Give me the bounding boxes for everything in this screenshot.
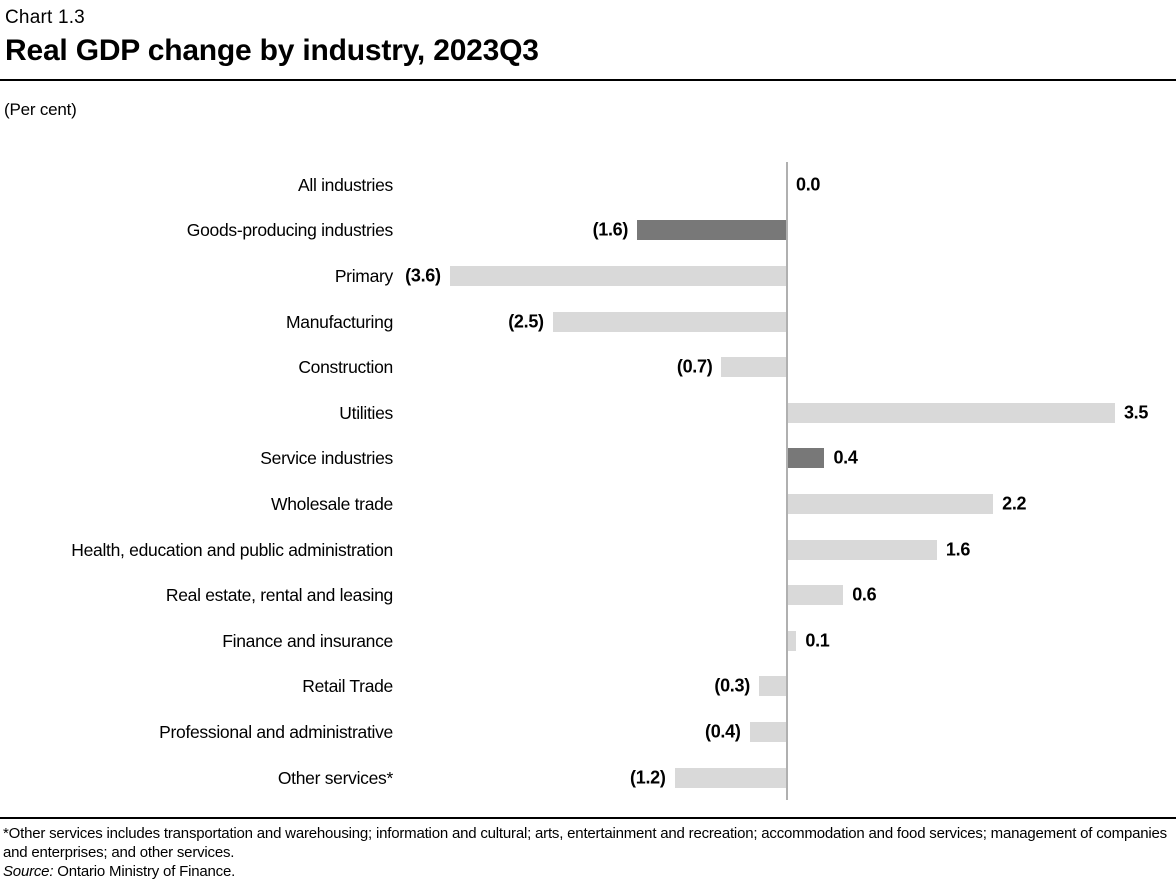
value-label: (0.3) — [714, 675, 750, 696]
bar — [449, 265, 787, 286]
category-label: Health, education and public administrat… — [71, 539, 393, 560]
category-label: Retail Trade — [302, 676, 393, 697]
chart-row: Utilities 3.5 — [0, 390, 1176, 436]
value-label: (0.4) — [705, 721, 741, 742]
category-label: Real estate, rental and leasing — [165, 585, 393, 606]
plot-cell: (1.2) — [393, 755, 1176, 801]
value-label: 0.6 — [852, 584, 877, 605]
bar-emphasis — [637, 220, 787, 241]
bar-emphasis — [787, 448, 825, 469]
value-label: (1.6) — [592, 219, 629, 240]
value-label: 0.1 — [805, 630, 830, 651]
category-label: Professional and administrative — [159, 721, 393, 742]
value-label: 0.4 — [833, 447, 858, 468]
plot-cell: (3.6) — [393, 253, 1176, 299]
zero-axis-line — [786, 162, 788, 801]
chart-row: Finance and insurance 0.1 — [0, 618, 1176, 664]
value-label: (3.6) — [405, 265, 441, 286]
chart-row: Service industries 0.4 — [0, 436, 1176, 482]
chart-row: All industries 0.0 — [0, 162, 1176, 208]
bar-chart: All industries 0.0 Goods-producing industr… — [0, 162, 1176, 801]
source-text: Ontario Ministry of Finance. — [53, 863, 236, 881]
value-label: 2.2 — [1002, 493, 1027, 514]
category-label: Goods-producing industries — [186, 220, 394, 241]
value-label: (2.5) — [508, 311, 544, 332]
bar — [758, 676, 787, 697]
bar — [749, 721, 787, 742]
value-label: 0.0 — [796, 174, 821, 195]
category-label: Construction — [298, 357, 393, 378]
value-label: 1.6 — [945, 539, 971, 560]
source-label: Source: — [3, 863, 54, 881]
bar — [674, 767, 787, 788]
category-label: Utilities — [339, 402, 393, 423]
plot-cell: 0.4 — [393, 436, 1176, 482]
chart-row: Health, education and public administrat… — [0, 527, 1176, 573]
source-line: Source: Ontario Ministry of Finance. — [3, 862, 1176, 881]
plot-cell: (1.6) — [393, 208, 1176, 254]
bar — [787, 630, 797, 651]
plot-cell: 0.0 — [393, 162, 1176, 208]
category-label: Wholesale trade — [271, 493, 393, 514]
bar — [787, 585, 844, 606]
category-label: Primary — [334, 265, 393, 286]
category-label: Other services* — [277, 767, 393, 788]
category-label: Manufacturing — [286, 311, 393, 332]
chart-header: Chart 1.3 Real GDP change by industry, 2… — [0, 0, 1176, 69]
plot-cell: 3.5 — [393, 390, 1176, 436]
chart-number: Chart 1.3 — [5, 7, 85, 28]
chart-footer: *Other services includes transportation … — [0, 817, 1176, 881]
bar — [787, 402, 1115, 423]
plot-cell: (0.4) — [393, 709, 1176, 755]
category-label: Finance and insurance — [222, 630, 393, 651]
category-label: All industries — [297, 174, 393, 195]
category-label: Service industries — [260, 448, 393, 469]
chart-row: Wholesale trade 2.2 — [0, 481, 1176, 527]
chart-row: Real estate, rental and leasing 0.6 — [0, 572, 1176, 618]
bar — [787, 539, 937, 560]
bar — [721, 357, 787, 378]
value-label: (0.7) — [676, 356, 713, 377]
value-label: (1.2) — [630, 767, 666, 788]
plot-cell: (0.3) — [393, 664, 1176, 710]
plot-cell: (2.5) — [393, 299, 1176, 345]
plot-cell: 0.1 — [393, 618, 1176, 664]
plot-cell: 0.6 — [393, 572, 1176, 618]
page-title: Real GDP change by industry, 2023Q3 — [5, 34, 539, 67]
plot-cell: 2.2 — [393, 481, 1176, 527]
chart-row: Retail Trade (0.3) — [0, 664, 1176, 710]
chart-row: Professional and administrative (0.4) — [0, 709, 1176, 755]
chart-row: Primary (3.6) — [0, 253, 1176, 299]
units-label: (Per cent) — [4, 100, 77, 119]
bar — [787, 493, 994, 514]
value-label: 3.5 — [1123, 402, 1149, 423]
chart-row: Goods-producing industries (1.6) — [0, 208, 1176, 254]
plot-cell: 1.6 — [393, 527, 1176, 573]
bar — [552, 311, 787, 332]
title-divider — [0, 79, 1176, 81]
chart-row: Other services* (1.2) — [0, 755, 1176, 801]
chart-row: Manufacturing (2.5) — [0, 299, 1176, 345]
footer-divider — [0, 817, 1176, 820]
plot-cell: (0.7) — [393, 344, 1176, 390]
chart-row: Construction (0.7) — [0, 344, 1176, 390]
footnote: *Other services includes transportation … — [3, 825, 1167, 862]
